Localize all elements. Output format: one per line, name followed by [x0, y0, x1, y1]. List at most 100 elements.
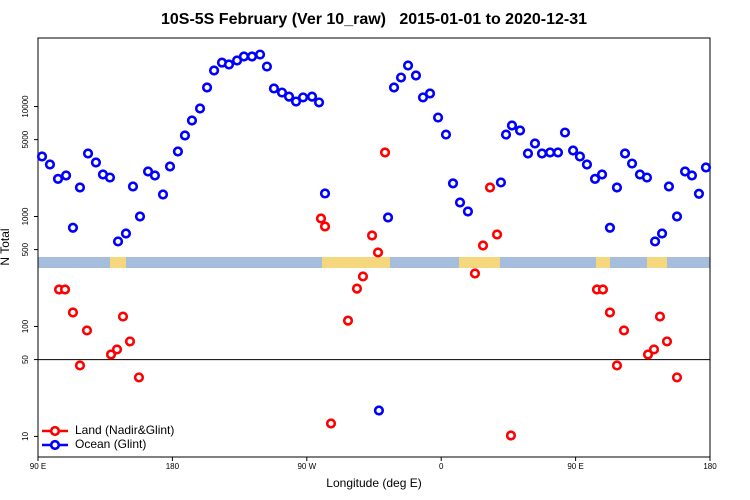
point — [619, 148, 631, 159]
point — [133, 372, 145, 383]
point — [74, 360, 86, 371]
chart-title: 10S-5S February (Ver 10_raw) 2015-01-01 … — [161, 11, 587, 28]
point — [373, 405, 385, 416]
x-tick-label: 90 E — [567, 462, 583, 471]
point — [283, 91, 295, 102]
point — [67, 307, 79, 318]
point — [663, 181, 675, 192]
point — [604, 222, 616, 233]
y-tick-label: 50 — [21, 355, 30, 364]
point — [611, 182, 623, 193]
point — [514, 125, 526, 136]
point — [157, 189, 169, 200]
point — [388, 82, 400, 93]
point — [505, 430, 517, 441]
point — [402, 60, 414, 71]
point — [111, 344, 123, 355]
point — [500, 129, 512, 140]
point — [596, 169, 608, 180]
point — [254, 49, 266, 60]
x-tick-label: 90 E — [30, 462, 46, 471]
point — [120, 228, 132, 239]
point — [127, 181, 139, 192]
point — [604, 307, 616, 318]
point — [506, 120, 518, 131]
land-patch — [110, 257, 126, 268]
point — [432, 112, 444, 123]
land-patch — [596, 257, 610, 268]
land-patch — [647, 257, 667, 268]
point — [306, 91, 318, 102]
point — [112, 236, 124, 247]
point — [686, 170, 698, 181]
point — [351, 283, 363, 294]
point — [589, 173, 601, 184]
point — [172, 146, 184, 157]
point — [536, 148, 548, 159]
x-tick-label: 180 — [166, 462, 180, 471]
plot-frame — [37, 37, 711, 458]
point — [186, 115, 198, 126]
point — [642, 349, 654, 360]
point — [648, 344, 660, 355]
point — [477, 240, 489, 251]
point — [656, 228, 668, 239]
point — [60, 170, 72, 181]
y-tick-label: 100 — [21, 319, 30, 333]
point — [661, 336, 673, 347]
y-tick-label: 5000 — [21, 130, 30, 148]
point — [290, 96, 302, 107]
point — [105, 349, 117, 360]
point — [81, 325, 93, 336]
point — [261, 61, 273, 72]
point — [315, 213, 327, 224]
point — [238, 51, 250, 62]
point — [654, 311, 666, 322]
point — [52, 173, 64, 184]
series — [36, 49, 712, 416]
point — [74, 182, 86, 193]
point — [641, 172, 653, 183]
point — [618, 325, 630, 336]
point — [44, 159, 56, 170]
point — [59, 284, 71, 295]
point — [567, 145, 579, 156]
point — [124, 336, 136, 347]
land-patch — [322, 257, 390, 268]
point — [574, 151, 586, 162]
point — [395, 72, 407, 83]
point — [671, 372, 683, 383]
point — [246, 51, 258, 62]
point — [313, 97, 325, 108]
y-tick-label: 10000 — [21, 95, 30, 118]
point — [36, 151, 48, 162]
legend-label: Land (Nadir&Glint) — [75, 423, 174, 437]
point — [297, 92, 309, 103]
x-tick-label: 0 — [439, 462, 444, 471]
map-strip — [38, 257, 710, 268]
point — [693, 188, 705, 199]
y-axis-label: N Total — [0, 228, 12, 265]
point — [82, 148, 94, 159]
point — [379, 147, 391, 158]
land-patch — [459, 257, 500, 268]
point — [410, 70, 422, 81]
point — [700, 162, 712, 173]
y-tick-label: 10 — [21, 431, 30, 440]
point — [544, 147, 556, 158]
point — [454, 197, 466, 208]
x-tick-label: 180 — [703, 462, 717, 471]
series — [53, 147, 683, 441]
point — [208, 65, 220, 76]
point — [552, 147, 564, 158]
point — [581, 159, 593, 170]
point — [104, 172, 116, 183]
point — [201, 82, 213, 93]
point — [223, 59, 235, 70]
point — [342, 315, 354, 326]
x-axis-label: Longitude (deg E) — [326, 476, 421, 490]
y-tick-label: 1000 — [21, 207, 30, 225]
point — [382, 212, 394, 223]
legend-marker — [49, 425, 61, 437]
